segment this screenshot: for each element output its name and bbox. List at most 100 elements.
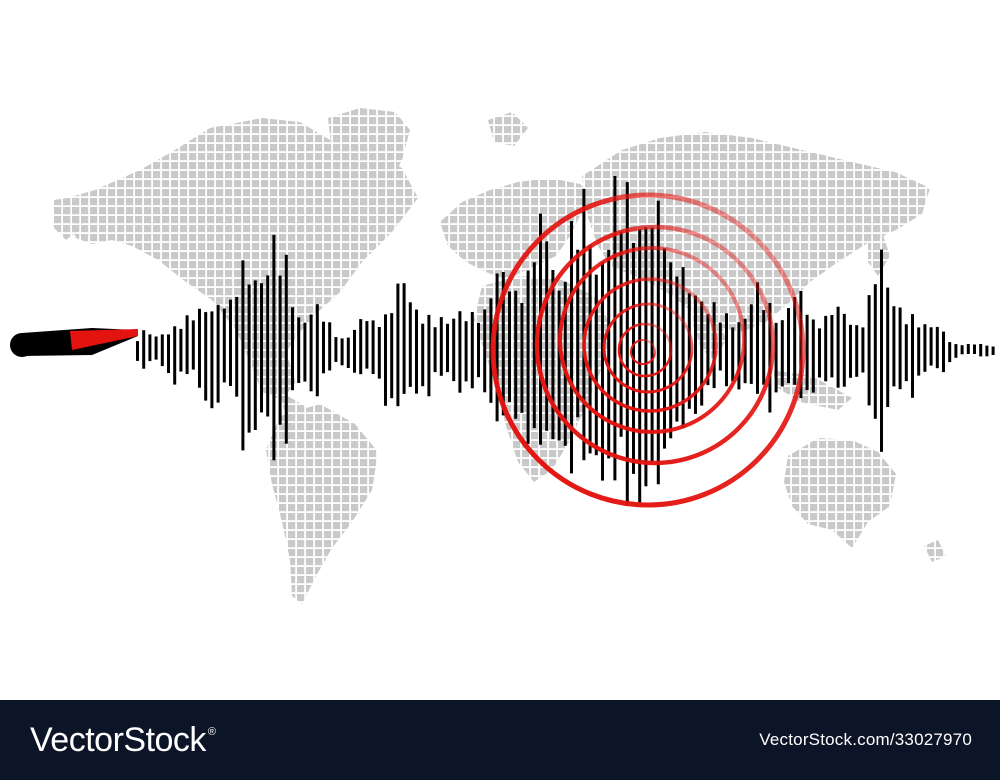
epicenter-ring [630,339,656,365]
waveform-bar [625,182,629,505]
waveform-bar [737,322,741,390]
waveform-bar [439,317,443,376]
brand-name: VectorStock [30,720,206,759]
trademark-symbol: ® [207,725,217,738]
waveform-bar [563,281,567,446]
waveform-bar [892,306,896,387]
waveform-bar [377,327,381,379]
waveform-bar [780,320,784,387]
waveform-bar [173,326,177,385]
waveform-bar [216,304,220,403]
waveform-bar [291,307,294,391]
waveform-bar [154,336,158,360]
waveform-bar [433,327,437,373]
waveform-bar [601,261,604,481]
waveform-bar [520,303,524,413]
waveform-bar [644,227,648,487]
waveform-bar [675,276,679,422]
waveform-bar [619,231,623,437]
waveform-bar [148,334,152,362]
epicenter-ring [617,322,673,378]
waveform-bar [762,310,766,385]
waveform-bar [390,313,394,399]
waveform-bar [700,301,704,406]
epicenter-rings [490,192,806,508]
waveform-bar [235,296,239,397]
waveform-bar [253,280,257,430]
waveform-bar [495,273,499,422]
waveform-bar [334,337,338,362]
waveform-bar [731,327,735,382]
waveform-bar [824,315,828,382]
waveform-bar [501,272,505,416]
waveform-bar [904,324,908,382]
waveform-bar [309,314,313,392]
epicenter-ring [602,302,694,394]
waveform-bar [793,297,797,385]
waveform-bar [725,313,728,387]
waveform-bar [718,322,722,371]
waveform-bar [638,229,642,503]
waveform-bar [582,188,586,461]
waveform-bar [303,322,307,382]
waveform-bar [663,248,666,449]
waveform-bar [687,293,691,409]
waveform-bar [340,338,344,366]
waveform-bar [371,320,375,374]
waveform-bar [656,200,660,485]
waveform-bar [136,341,139,361]
waveform-bar [241,260,245,451]
epicenter-ring [490,192,806,508]
waveform-bar [396,283,400,407]
waveform-bar [365,321,369,369]
earthquake-illustration [10,108,995,604]
waveform-bar [570,221,573,474]
waveform-bar [960,345,964,355]
waveform-bar [706,314,710,386]
waveform-bar [415,309,418,394]
waveform-bar [898,307,902,390]
waveform-bar [483,309,487,393]
waveform-bar [198,308,201,388]
waveform-bar [526,270,530,444]
waveform-bar [353,329,356,373]
waveform-bar [749,304,753,384]
waveform-bar [532,262,536,429]
waveform-bar [991,346,995,355]
waveform-bar [805,314,809,391]
waveform-bar [923,324,927,372]
waveform-bar [328,322,332,371]
waveform-bar [179,328,183,372]
waveform-bar [470,312,474,389]
waveform-bar [297,317,301,383]
waveform-bar [867,295,871,406]
waveform-bar [160,334,164,367]
waveform-bar [942,331,945,373]
waveform-bar [427,314,431,397]
waveform-bar [384,314,387,406]
waveform-bar [247,284,251,433]
waveform-bar [811,319,815,393]
seismograph-needle [10,328,138,357]
waveform-bar [818,328,821,378]
waveform-bar [985,345,989,357]
waveform-bar [272,234,276,461]
waveform-bar [545,241,549,431]
waveform-bar [830,315,834,378]
waveform-bar [880,249,883,452]
waveform-bar [849,324,852,378]
waveform-bar [508,291,511,402]
waveform-bar [935,326,939,369]
brand-logo: VectorStock ® [30,721,216,760]
image-id: VectorStock.com/33027970 [759,730,972,749]
waveform-bar [408,302,412,387]
waveform-bar [402,283,406,394]
waveform-bar [929,327,933,366]
waveform-bar [557,290,561,441]
waveform-bar [185,315,189,375]
waveform-bar [594,274,598,456]
waveform-bar [855,325,859,377]
waveform-bar [551,270,555,440]
waveform-bar [452,318,456,382]
waveform-bar [911,314,914,398]
